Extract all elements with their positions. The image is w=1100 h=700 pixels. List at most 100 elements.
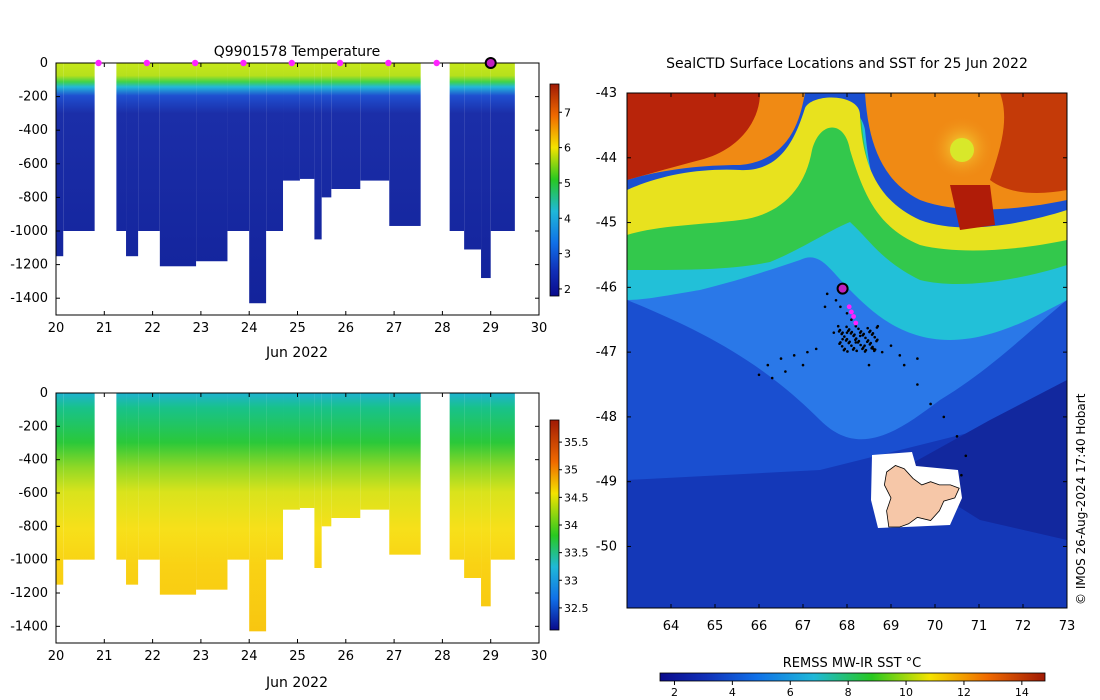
map-x-tick-label: 72 [1015, 619, 1032, 634]
y-tick-label: -600 [18, 486, 48, 501]
track-point [867, 363, 871, 367]
copyright-text: © IMOS 26-Aug-2024 17:40 Hobart [1074, 393, 1088, 605]
track-point [872, 349, 876, 353]
x-tick-label: 22 [144, 321, 161, 336]
colorbar-tick-label: 34 [564, 519, 578, 532]
map-x-tick-label: 65 [707, 619, 724, 634]
track-point [856, 341, 860, 344]
sst-colorbar-ticks: 2 4 6 8 10 12 14 [671, 681, 1029, 699]
salinity-colorbar [549, 419, 560, 631]
sst-colorbar-tick-label: 6 [787, 686, 794, 699]
track-point [866, 326, 869, 330]
track-point [814, 347, 818, 351]
sst-colorbar [659, 672, 1046, 682]
profile-column [126, 393, 139, 585]
colorbar-tick-label: 5 [564, 177, 571, 190]
map-x-tick-label: 70 [927, 619, 944, 634]
track-point [858, 331, 862, 334]
profile-column [331, 63, 361, 189]
track-point [834, 298, 838, 302]
colorbar-tick-label: 33 [564, 574, 578, 587]
recent-track-point [846, 304, 852, 310]
map-x-tick-label: 73 [1059, 619, 1076, 634]
profile-column [331, 393, 361, 518]
track-point [964, 454, 968, 458]
sst-colorbar-tick-label: 4 [729, 686, 736, 699]
map-y-tick-label: -48 [596, 410, 617, 425]
y-tick-label: -800 [18, 190, 48, 205]
track-point [844, 339, 848, 342]
y-tick-label: 0 [40, 386, 48, 401]
x-tick-label: 24 [241, 649, 258, 664]
colorbar-tick-label: 2 [564, 283, 571, 296]
y-tick-label: -1400 [10, 619, 48, 634]
temperature-colorbar [549, 83, 560, 297]
profile-column [138, 393, 160, 560]
x-tick-label: 29 [482, 649, 499, 664]
surface-marker [385, 59, 392, 67]
track-point [792, 354, 796, 357]
salinity-colorbar-ticks: 35.5 35 34.5 34 33.5 33 32.5 [559, 436, 589, 615]
profile-column [56, 63, 64, 257]
track-point [850, 344, 853, 347]
sst-map: SealCTD Surface Locations and SST for 25… [596, 56, 1076, 699]
track-point [850, 318, 853, 322]
track-point [863, 350, 867, 353]
salinity-xlabel: Jun 2022 [265, 675, 328, 691]
y-tick-label: -400 [18, 453, 48, 468]
salinity-axes: 20 21 22 23 24 25 26 27 28 29 30 0 -200 -400 -600 -800 -… [10, 386, 547, 664]
map-x-tick-label: 68 [839, 619, 856, 634]
x-tick-label: 30 [531, 321, 548, 336]
track-point [863, 344, 866, 347]
map-x-tick-label: 64 [663, 619, 680, 634]
profile-column [481, 63, 491, 279]
profile-column [227, 393, 250, 560]
track-point [784, 370, 787, 373]
track-point [825, 292, 829, 296]
y-tick-label: -1000 [10, 224, 48, 239]
track-point [852, 334, 855, 338]
colorbar-tick-label: 35.5 [564, 436, 589, 449]
x-tick-label: 21 [96, 321, 113, 336]
track-point [836, 324, 840, 328]
sst-field [627, 93, 1067, 608]
x-tick-label: 23 [193, 321, 210, 336]
recent-track-point [853, 320, 859, 326]
sst-colorbar-tick-label: 14 [1015, 686, 1029, 699]
x-tick-label: 25 [289, 321, 306, 336]
track-point [960, 473, 963, 477]
track-point [859, 343, 862, 347]
colorbar-tick-label: 6 [564, 142, 571, 155]
map-y-tick-label: -44 [596, 151, 617, 166]
track-point [845, 311, 849, 315]
profile-column [449, 393, 465, 560]
track-point [849, 332, 853, 335]
x-tick-label: 28 [434, 321, 451, 336]
surface-marker [143, 59, 151, 67]
y-tick-label: -1400 [10, 291, 48, 306]
x-tick-label: 30 [531, 649, 548, 664]
track-point [916, 357, 919, 360]
temperature-section-plot: Q9901578 Temperature 20 21 22 23 24 25 26 27 28 2… [10, 44, 571, 361]
track-point [861, 347, 864, 351]
track-point [851, 348, 855, 351]
track-point [873, 335, 877, 339]
track-point [955, 435, 959, 438]
temperature-title: Q9901578 Temperature [214, 44, 381, 60]
temperature-xlabel: Jun 2022 [265, 345, 328, 361]
map-title: SealCTD Surface Locations and SST for 25… [666, 56, 1028, 72]
profile-column [321, 63, 332, 198]
track-point [902, 363, 906, 367]
track-point [832, 331, 836, 334]
track-point [801, 363, 805, 367]
map-y-tick-label: -46 [596, 280, 617, 295]
x-tick-label: 20 [48, 649, 65, 664]
x-tick-label: 25 [289, 649, 306, 664]
profile-column [283, 63, 300, 181]
track-point [806, 350, 809, 354]
map-x-tick-label: 66 [751, 619, 768, 634]
profile-column [360, 63, 390, 181]
current-profile-marker [484, 57, 497, 69]
surface-marker [240, 59, 247, 67]
